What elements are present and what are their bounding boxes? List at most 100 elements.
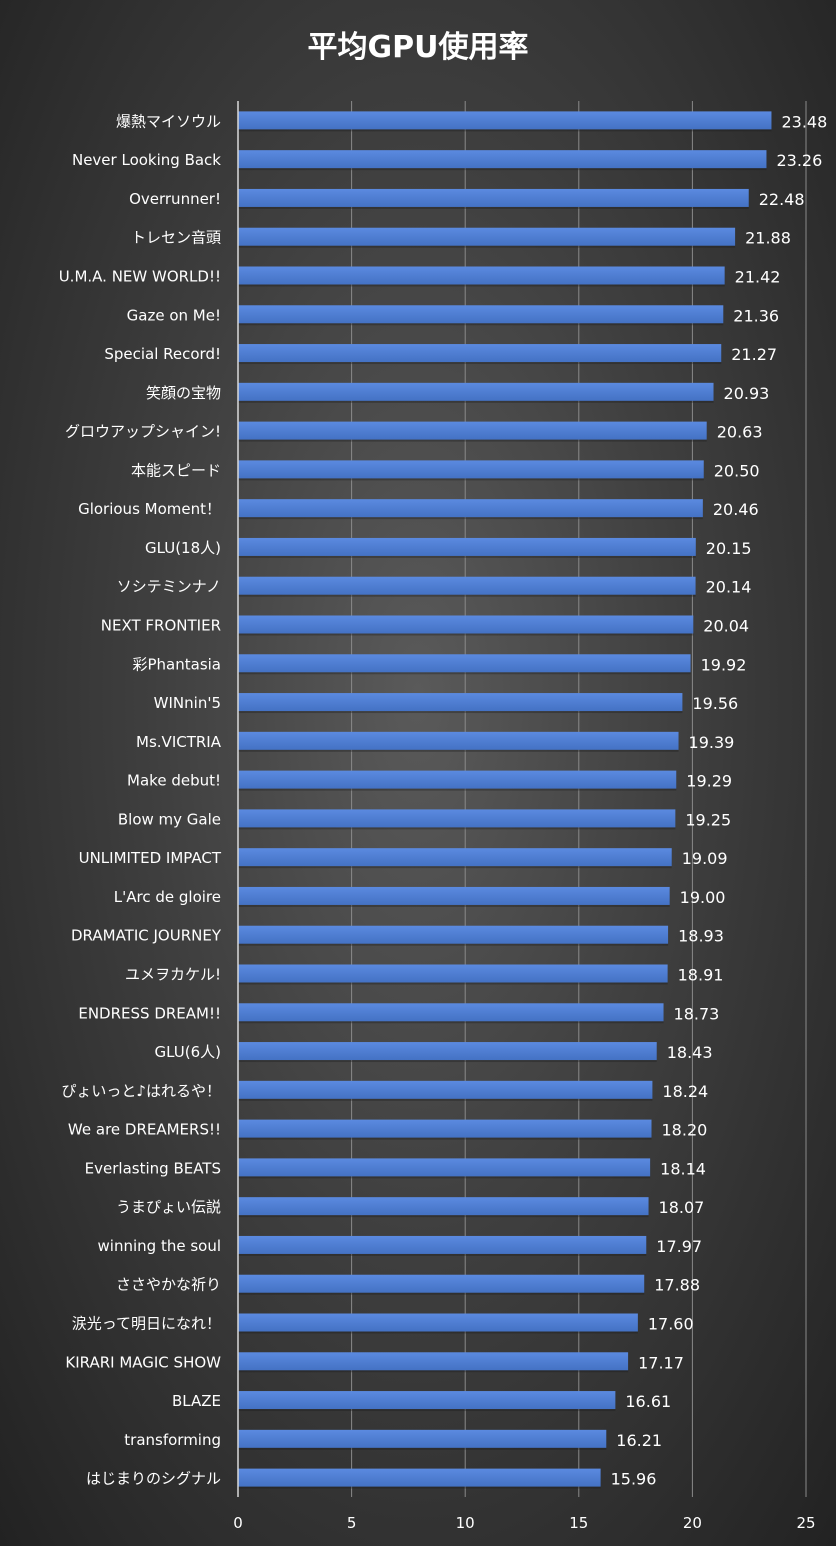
- data-label: 18.07: [659, 1198, 705, 1217]
- chart-title: 平均GPU使用率: [307, 30, 529, 65]
- data-label: 19.92: [701, 655, 747, 674]
- bars: [238, 111, 772, 1489]
- category-label: Special Record!: [104, 345, 221, 363]
- data-label: 18.73: [674, 1004, 720, 1023]
- category-label: ささやかな祈り: [116, 1276, 221, 1294]
- data-label: 17.17: [638, 1353, 684, 1372]
- category-label: はじまりのシグナル: [86, 1470, 221, 1488]
- category-label: ぴょいっと♪はれるや！: [61, 1082, 221, 1100]
- category-label: 笑顔の宝物: [146, 384, 221, 402]
- data-label: 18.43: [667, 1043, 713, 1062]
- category-label: 爆熱マイソウル: [116, 112, 221, 130]
- data-label: 20.50: [714, 461, 760, 480]
- data-label: 18.93: [678, 927, 724, 946]
- bar: [238, 1235, 647, 1254]
- bar: [238, 266, 725, 285]
- category-label: WINnin'5: [154, 694, 221, 712]
- category-label: ENDRESS DREAM!!: [78, 1004, 221, 1022]
- data-label: 15.96: [611, 1470, 657, 1489]
- x-axis-ticks: 0 5 10 15 20 25: [233, 1514, 815, 1532]
- category-label: 彩Phantasia: [133, 655, 222, 673]
- data-label: 20.46: [713, 500, 759, 519]
- category-label: KIRARI MAGIC SHOW: [65, 1353, 221, 1371]
- category-label: GLU(6人): [155, 1043, 221, 1061]
- bar: [238, 382, 714, 401]
- data-label: 16.21: [616, 1431, 662, 1450]
- bar: [238, 886, 670, 905]
- bar: [238, 731, 679, 750]
- data-label: 21.27: [731, 345, 777, 364]
- bar: [238, 615, 694, 634]
- category-label: winning the soul: [98, 1237, 221, 1255]
- bar: [238, 499, 703, 518]
- data-label: 21.42: [735, 268, 781, 287]
- data-label: 20.63: [717, 423, 763, 442]
- bar: [238, 421, 707, 440]
- bar: [238, 1197, 649, 1216]
- data-label: 20.14: [706, 578, 752, 597]
- category-label: ソシテミンナノ: [117, 578, 221, 596]
- bar: [238, 925, 669, 944]
- bar: [238, 1042, 657, 1061]
- category-label: U.M.A. NEW WORLD!!: [59, 268, 221, 286]
- data-label: 16.61: [625, 1392, 671, 1411]
- bar: [238, 188, 749, 207]
- bar: [238, 1352, 629, 1371]
- bar: [238, 964, 668, 983]
- bar: [238, 1429, 607, 1448]
- bar: [238, 1119, 652, 1138]
- x-tick-label: 10: [456, 1514, 475, 1532]
- data-label: 20.15: [706, 539, 752, 558]
- bar: [238, 1391, 616, 1410]
- category-label: Ms.VICTRIA: [136, 733, 222, 751]
- category-labels: 爆熱マイソウル Never Looking Back Overrunner! トレセン…: [59, 112, 222, 1487]
- bar: [238, 654, 691, 673]
- data-label: 19.39: [689, 733, 735, 752]
- data-label: 19.00: [680, 888, 726, 907]
- data-label: 19.56: [692, 694, 738, 713]
- x-tick-label: 0: [233, 1514, 243, 1532]
- category-label: Blow my Gale: [118, 810, 221, 828]
- category-label: Make debut!: [127, 772, 221, 790]
- category-label: NEXT FRONTIER: [101, 617, 221, 635]
- bar: [238, 305, 724, 324]
- bar: [238, 809, 676, 828]
- bar: [238, 1274, 645, 1293]
- data-label: 20.04: [703, 617, 749, 636]
- category-label: UNLIMITED IMPACT: [79, 849, 222, 867]
- bar: [238, 150, 767, 169]
- category-label: L'Arc de gloire: [114, 888, 221, 906]
- category-label: Everlasting BEATS: [85, 1159, 221, 1177]
- category-label: transforming: [124, 1431, 221, 1449]
- bar: [238, 460, 704, 479]
- x-tick-label: 25: [796, 1514, 815, 1532]
- category-label: DRAMATIC JOURNEY: [71, 927, 222, 945]
- bar: [238, 848, 672, 867]
- category-label: 涙光って明日になれ！: [72, 1315, 221, 1333]
- category-label: We are DREAMERS!!: [68, 1121, 221, 1139]
- bar: [238, 1158, 651, 1177]
- data-label: 19.09: [682, 849, 728, 868]
- bar: [238, 576, 696, 595]
- category-label: Overrunner!: [129, 190, 221, 208]
- gridlines: [351, 101, 807, 1497]
- bar: [238, 1468, 601, 1487]
- data-label: 22.48: [759, 190, 805, 209]
- category-label: うまぴょい伝説: [116, 1198, 221, 1216]
- data-label: 20.93: [724, 384, 770, 403]
- x-tick-label: 15: [569, 1514, 588, 1532]
- data-label: 17.97: [656, 1237, 702, 1256]
- x-tick-label: 20: [683, 1514, 702, 1532]
- category-label: 本能スピード: [131, 461, 221, 479]
- bar: [238, 693, 683, 712]
- bar: [238, 111, 772, 130]
- data-label: 19.25: [685, 810, 731, 829]
- category-label: グロウアップシャイン!: [65, 423, 221, 441]
- data-label: 18.24: [662, 1082, 708, 1101]
- bar: [238, 770, 677, 789]
- category-label: GLU(18人): [145, 539, 221, 557]
- data-label: 18.20: [662, 1121, 708, 1140]
- data-label: 23.26: [776, 151, 822, 170]
- category-label: Glorious Moment！: [78, 500, 221, 518]
